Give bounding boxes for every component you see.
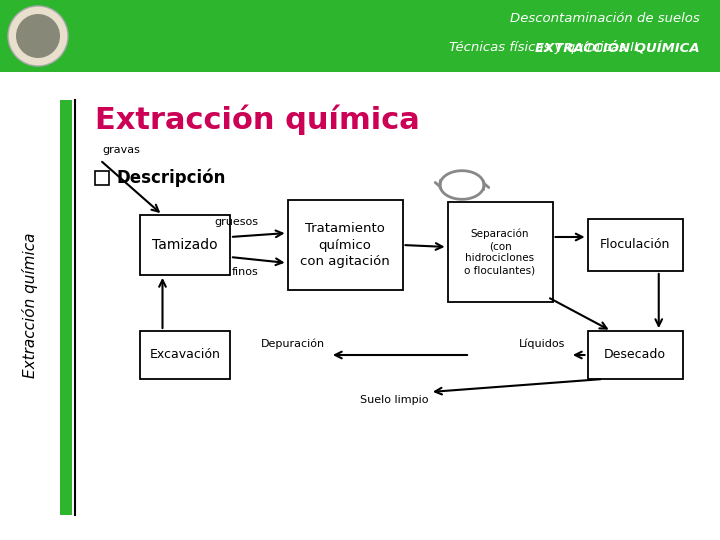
- Circle shape: [8, 6, 68, 66]
- Bar: [95, 171, 109, 185]
- Text: Extracción química: Extracción química: [95, 105, 420, 135]
- Bar: [140, 215, 230, 275]
- Bar: [0, 72, 720, 540]
- Text: Tamizado: Tamizado: [152, 238, 218, 252]
- Circle shape: [16, 14, 60, 58]
- Bar: [140, 331, 230, 379]
- Bar: [0, 0, 720, 72]
- Bar: [448, 202, 552, 302]
- Bar: [287, 200, 402, 290]
- Text: gravas: gravas: [102, 145, 140, 155]
- Text: Depuración: Depuración: [261, 339, 325, 349]
- Text: finos: finos: [232, 267, 258, 277]
- Text: Tratamiento
químico
con agitación: Tratamiento químico con agitación: [300, 222, 390, 267]
- Text: Líquidos: Líquidos: [518, 339, 565, 349]
- Bar: [588, 219, 683, 271]
- Text: Excavación: Excavación: [150, 348, 220, 361]
- Text: gruesos: gruesos: [215, 217, 258, 227]
- Text: Desecado: Desecado: [604, 348, 666, 361]
- Text: Floculación: Floculación: [600, 239, 670, 252]
- Bar: [60, 100, 72, 515]
- Text: Descripción: Descripción: [117, 168, 226, 187]
- Text: Descontaminación de suelos: Descontaminación de suelos: [510, 12, 700, 25]
- Text: Suelo limpio: Suelo limpio: [359, 395, 428, 405]
- Text: EXTRACCIÓN QUÍMICA: EXTRACCIÓN QUÍMICA: [536, 41, 700, 55]
- Text: Separación
(con
hidrociclones
o floculantes): Separación (con hidrociclones o floculan…: [464, 228, 536, 276]
- Text: Extracción química: Extracción química: [22, 232, 38, 378]
- Bar: [588, 331, 683, 379]
- Text: Técnicas físicas y químicas II.: Técnicas físicas y químicas II.: [449, 42, 647, 55]
